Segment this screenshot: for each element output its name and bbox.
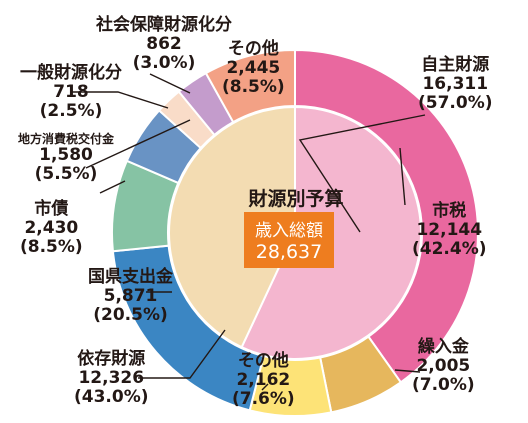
- label-prefectural-funds: 国県支出金 5,871 (20.5%): [88, 267, 173, 326]
- label-municipal-bonds: 市債 2,430 (8.5%): [20, 199, 83, 258]
- label-transfers: 繰入金 2,005 (7.0%): [412, 337, 475, 396]
- total-label: 歳入総額: [255, 221, 323, 241]
- label-general-source: 一般財源化分 718 (2.5%): [20, 63, 122, 122]
- label-other-inner: その他 2,162 (7.6%): [232, 351, 295, 410]
- label-other-outer: その他 2,445 (8.5%): [222, 39, 285, 98]
- total-box: 歳入総額 28,637: [244, 212, 334, 268]
- leader-line-1: [138, 329, 226, 379]
- label-local-consumption-tax: 地方消費税交付金 1,580 (5.5%): [18, 132, 115, 185]
- total-value: 28,637: [255, 241, 323, 263]
- leader-line-2: [399, 147, 406, 206]
- leader-line-6: [99, 180, 126, 194]
- leader-line-3: [394, 369, 421, 373]
- label-dependent-revenue: 依存財源 12,326 (43.0%): [74, 349, 149, 408]
- leader-line-4: [261, 383, 269, 391]
- label-city-tax: 市税 12,144 (42.4%): [412, 201, 487, 260]
- label-own-revenue: 自主財源 16,311 (57.0%): [418, 55, 493, 114]
- label-social-security-source: 社会保障財源化分 862 (3.0%): [96, 15, 232, 74]
- leader-line-8: [70, 91, 169, 109]
- chart-title: 財源別予算: [248, 188, 344, 210]
- leader-line-0: [298, 114, 426, 233]
- leader-line-7: [85, 119, 191, 169]
- leader-line-9: [149, 73, 191, 94]
- inner-slice-1: [168, 105, 296, 349]
